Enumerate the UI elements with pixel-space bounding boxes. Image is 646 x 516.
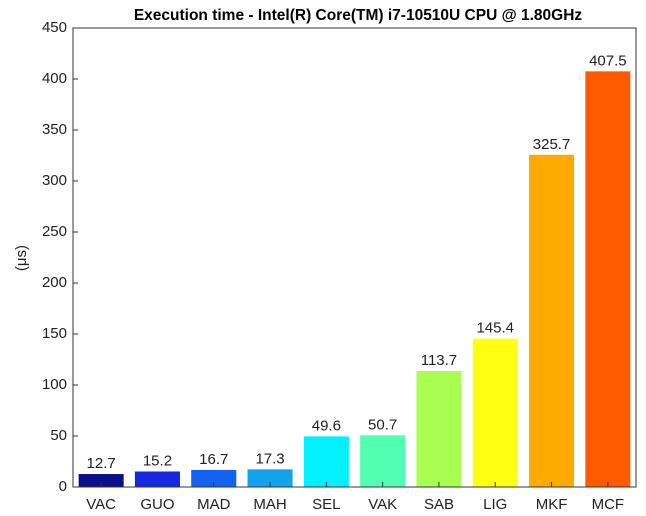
data-label: 113.7 [421, 352, 457, 369]
y-tick-label: 200 [42, 274, 67, 291]
bar [78, 474, 124, 487]
x-tick-label: MAH [253, 496, 286, 513]
axes-box [72, 27, 637, 488]
bar [472, 338, 518, 487]
y-tick-label: 350 [42, 121, 67, 138]
data-label: 16.7 [199, 451, 228, 468]
x-tick-label: MAD [197, 496, 231, 513]
y-axis-label: (μs) [13, 245, 30, 271]
bar [360, 435, 406, 487]
bar [585, 71, 631, 487]
bar [134, 471, 180, 487]
y-tick-label: 50 [50, 427, 67, 444]
x-tick-label: VAK [368, 496, 397, 513]
chart-title: Execution time - Intel(R) Core(TM) i7-10… [134, 7, 583, 24]
data-label: 407.5 [589, 52, 627, 69]
x-tick-label: SAB [424, 496, 454, 513]
data-label: 12.7 [87, 455, 116, 472]
y-tick-label: 0 [59, 478, 67, 495]
bar [247, 469, 293, 487]
x-tick-label: MKF [536, 496, 568, 513]
bar [416, 371, 462, 487]
data-label: 15.2 [143, 452, 172, 469]
y-tick-label: 150 [42, 325, 67, 342]
y-tick-label: 250 [42, 223, 67, 240]
y-tick-label: 100 [42, 376, 67, 393]
bar [303, 436, 349, 487]
x-tick-label: LIG [483, 496, 507, 513]
y-tick-label: 300 [42, 172, 67, 189]
y-tick-label: 450 [42, 19, 67, 36]
bar [191, 469, 237, 487]
x-tick-label: MCF [592, 496, 625, 513]
y-tick-label: 400 [42, 70, 67, 87]
data-label: 145.4 [476, 320, 514, 337]
x-tick-label: GUO [140, 496, 174, 513]
data-label: 17.3 [255, 450, 284, 467]
x-tick-label: VAC [86, 496, 116, 513]
bar [529, 154, 575, 487]
data-label: 325.7 [533, 136, 571, 153]
x-tick-label: SEL [312, 496, 340, 513]
data-label: 49.6 [312, 417, 341, 434]
data-label: 50.7 [368, 416, 397, 433]
